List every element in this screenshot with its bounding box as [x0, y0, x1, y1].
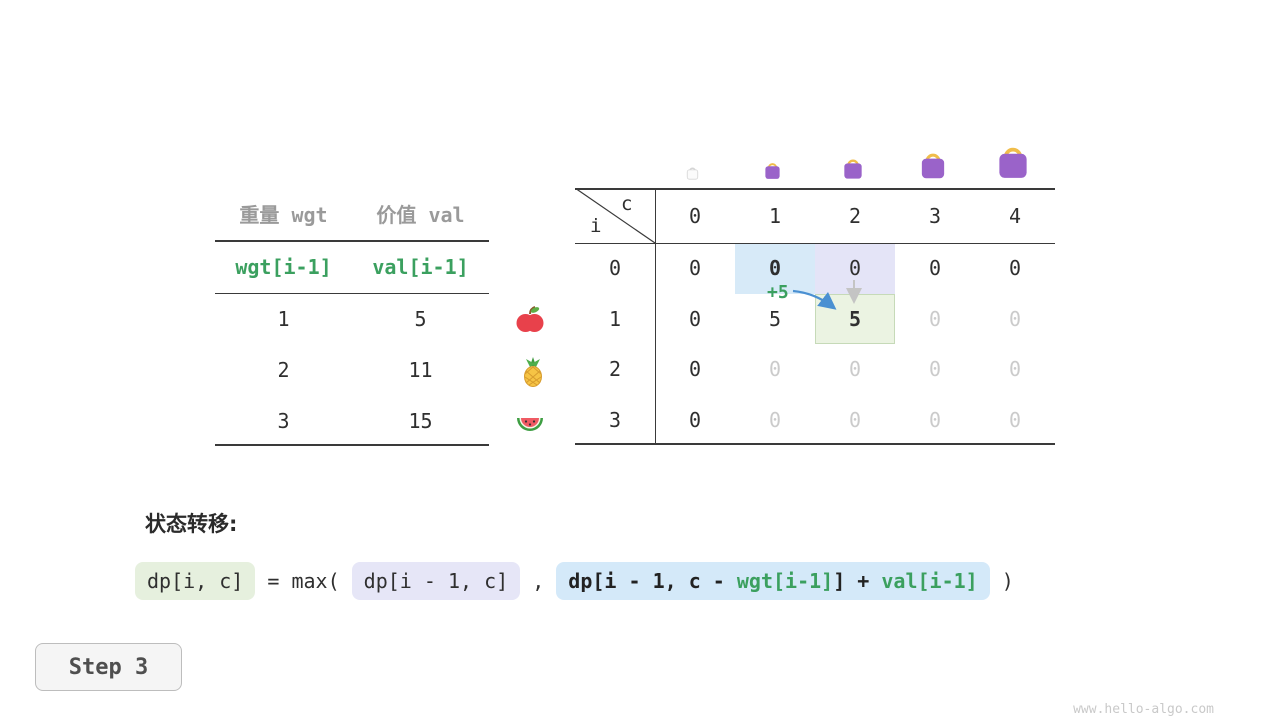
dp-cell-3-4: 0: [1008, 407, 1022, 432]
bag-large-icon: [921, 153, 945, 179]
table-divider: [215, 240, 489, 242]
dp-row-header-2: 2: [608, 357, 622, 382]
val-formula-label: val[i-1]: [372, 255, 469, 279]
table-divider: [215, 444, 489, 446]
item-2-weight: 2: [277, 358, 290, 382]
weight-column-header: 重量 wgt: [239, 202, 328, 227]
formula-dp-skip: dp[i - 1, c]: [351, 562, 521, 600]
weight-table-header-row: 重量 wgt 价值 val: [215, 192, 489, 234]
dp-row-header-1: 1: [608, 306, 622, 331]
dp-cell-1-0: 0: [688, 306, 702, 331]
watermark: www.hello-algo.com: [1073, 702, 1214, 717]
item-row-2: 2 11: [215, 349, 489, 391]
item-axis-label: i: [590, 215, 602, 237]
dp-row-header-3: 3: [608, 407, 622, 432]
formula-take-val: val[i-1]: [881, 569, 978, 593]
dp-cell-1-2: 5: [815, 293, 895, 344]
dp-col-header-0: 0: [688, 203, 702, 228]
bag-ghost-icon: [686, 167, 699, 180]
formula-take-prefix: dp[i - 1, c -: [568, 569, 737, 593]
formula-take-wgt: wgt[i-1]: [736, 569, 834, 593]
dp-col-header-2: 2: [848, 203, 862, 228]
dp-cell-1-3: 0: [928, 306, 942, 331]
dp-cell-0-3: 0: [928, 256, 942, 281]
bag-medium-icon: [844, 159, 862, 179]
item-row-1: 1 5: [215, 298, 489, 340]
dp-cell-1-1: 5: [768, 306, 782, 331]
transfer-add-annotation: +5: [767, 282, 789, 303]
item-row-3: 3 15: [215, 400, 489, 442]
item-3-value: 15: [408, 409, 433, 433]
transition-label: 状态转移:: [145, 512, 238, 536]
value-column-header: 价值 val: [376, 202, 465, 227]
dp-cell-3-0: 0: [688, 407, 702, 432]
dp-cell-3-1: 0: [768, 407, 782, 432]
bag-small-icon: [765, 163, 780, 179]
dp-cell-0-1: 0: [735, 243, 815, 294]
dp-col-header-4: 4: [1008, 203, 1022, 228]
dp-cell-2-4: 0: [1008, 357, 1022, 382]
dp-cell-2-3: 0: [928, 357, 942, 382]
item-2-value: 11: [408, 358, 433, 382]
table-divider: [215, 293, 489, 294]
dp-cell-2-0: 0: [688, 357, 702, 382]
dp-corner-cell: c i: [575, 188, 655, 243]
formula-dp-take: dp[i - 1, c - wgt[i-1]] + val[i-1]: [556, 562, 990, 600]
formula-dp-current: dp[i, c]: [135, 562, 256, 600]
dp-top-border: [575, 188, 1055, 190]
dp-cell-3-3: 0: [928, 407, 942, 432]
dp-cell-2-2: 0: [848, 357, 862, 382]
formula-close-paren: ): [989, 569, 1014, 593]
dp-cell-2-1: 0: [768, 357, 782, 382]
pineapple-icon: [524, 357, 542, 387]
transition-formula: dp[i, c] = max( dp[i - 1, c] , dp[i - 1,…: [135, 559, 1014, 603]
weight-table-formula-row: wgt[i-1] val[i-1]: [215, 246, 489, 288]
dp-cell-0-0: 0: [688, 256, 702, 281]
capacity-axis-label: c: [621, 193, 633, 215]
item-1-value: 5: [414, 307, 427, 331]
formula-equals-max: = max(: [255, 569, 352, 593]
weight-value-table: 重量 wgt 价值 val wgt[i-1] val[i-1] 1 5 2 11…: [215, 190, 489, 448]
formula-take-mid: ] +: [833, 569, 882, 593]
item-1-weight: 1: [277, 307, 290, 331]
dp-cell-3-2: 0: [848, 407, 862, 432]
watermelon-icon: [517, 418, 543, 431]
formula-comma: ,: [520, 569, 557, 593]
step-badge: Step 3: [35, 643, 182, 691]
dp-vertical-divider: [655, 188, 656, 445]
step-label: Step 3: [68, 654, 149, 680]
dp-col-header-3: 3: [928, 203, 942, 228]
dp-row-header-0: 0: [608, 256, 622, 281]
corner-diagonal-line: [575, 188, 655, 243]
bag-xlarge-icon: [999, 147, 1027, 178]
dp-header-underline: [575, 243, 1055, 244]
dp-cell-0-4: 0: [1008, 256, 1022, 281]
wgt-formula-label: wgt[i-1]: [235, 255, 332, 279]
item-3-weight: 3: [277, 409, 290, 433]
dp-cell-0-2: 0: [815, 243, 895, 294]
dp-cell-1-4: 0: [1008, 306, 1022, 331]
dp-col-header-1: 1: [768, 203, 782, 228]
dp-bottom-border: [575, 443, 1055, 445]
apple-icon: [516, 306, 544, 332]
